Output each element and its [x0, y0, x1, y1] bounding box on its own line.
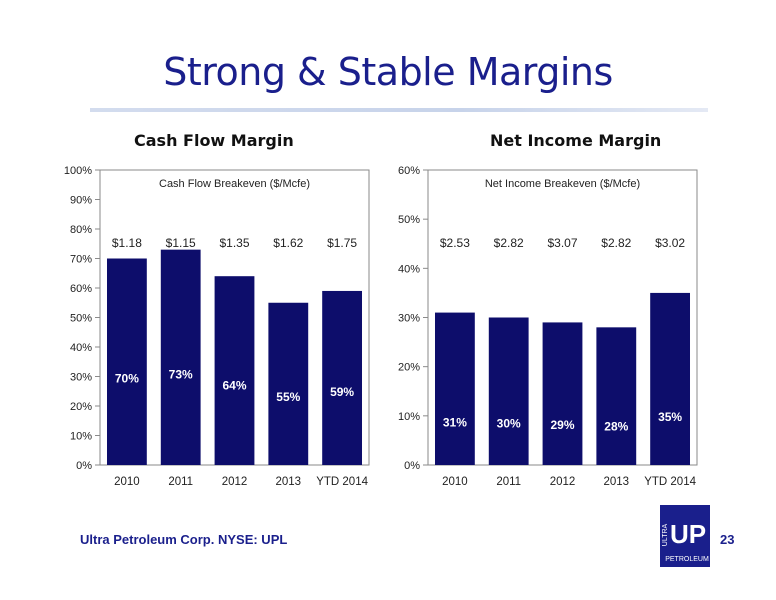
footer-company: Ultra Petroleum Corp. NYSE: UPL	[80, 532, 288, 547]
y-tick-label: 40%	[70, 342, 92, 354]
logo-monogram: UP	[670, 519, 706, 549]
x-tick-label: 2013	[276, 476, 302, 488]
bar-2013	[268, 302, 309, 465]
bar-value-label: 28%	[604, 419, 628, 433]
x-tick-label: 2013	[604, 476, 630, 488]
breakeven-label: $1.35	[219, 236, 249, 250]
breakeven-label: $2.82	[601, 236, 631, 250]
y-tick-label: 100%	[64, 165, 92, 177]
bar-2011	[160, 249, 201, 465]
logo-top-text: ULTRA	[662, 523, 669, 546]
y-tick-label: 10%	[398, 411, 420, 423]
title-divider	[90, 108, 708, 112]
x-tick-label: 2012	[222, 476, 248, 488]
breakeven-label: $2.53	[440, 236, 470, 250]
x-tick-label: 2010	[442, 476, 468, 488]
x-tick-label: 2011	[168, 476, 193, 488]
x-tick-label: YTD 2014	[316, 476, 368, 488]
bar-value-label: 70%	[115, 371, 139, 385]
y-tick-label: 20%	[70, 401, 92, 413]
y-tick-label: 30%	[398, 313, 420, 325]
breakeven-label: $1.15	[166, 236, 196, 250]
y-tick-label: 30%	[70, 372, 92, 384]
y-tick-label: 60%	[398, 165, 420, 177]
bar-2010	[106, 258, 147, 465]
y-tick-label: 80%	[70, 224, 92, 236]
y-tick-label: 0%	[76, 460, 92, 472]
bar-value-label: 30%	[497, 417, 521, 431]
breakeven-title: Cash Flow Breakeven ($/Mcfe)	[159, 178, 310, 190]
x-tick-label: 2010	[114, 476, 140, 488]
y-tick-label: 60%	[70, 283, 92, 295]
y-tick-label: 90%	[70, 195, 92, 207]
breakeven-title: Net Income Breakeven ($/Mcfe)	[485, 178, 640, 190]
y-tick-label: 10%	[70, 431, 92, 443]
bar-2012	[542, 322, 583, 465]
y-tick-label: 50%	[398, 214, 420, 226]
bar-ytd-2014	[322, 290, 363, 465]
bar-value-label: 55%	[276, 390, 300, 404]
bar-value-label: 64%	[222, 379, 246, 393]
y-tick-label: 0%	[404, 460, 420, 472]
bar-2011	[488, 317, 529, 465]
ultra-petroleum-logo: ULTRA UP PETROLEUM	[660, 505, 710, 567]
net-income-chart-title: Net Income Margin	[490, 131, 662, 150]
cash-flow-chart-title: Cash Flow Margin	[134, 131, 294, 150]
y-tick-label: 70%	[70, 254, 92, 266]
bar-value-label: 35%	[658, 410, 682, 424]
breakeven-label: $1.75	[327, 236, 357, 250]
bar-value-label: 73%	[169, 368, 193, 382]
y-tick-label: 20%	[398, 362, 420, 374]
bar-2012	[214, 276, 255, 465]
bar-value-label: 31%	[443, 415, 467, 429]
breakeven-label: $3.07	[547, 236, 577, 250]
slide-title: Strong & Stable Margins	[163, 50, 613, 94]
bar-ytd-2014	[650, 292, 691, 465]
breakeven-label: $1.18	[112, 236, 142, 250]
breakeven-label: $1.62	[273, 236, 303, 250]
bar-2010	[434, 312, 475, 465]
y-tick-label: 50%	[70, 313, 92, 325]
page-number: 23	[720, 532, 735, 547]
x-tick-label: 2011	[496, 476, 521, 488]
y-tick-label: 40%	[398, 263, 420, 275]
logo-bottom-text: PETROLEUM	[665, 556, 709, 563]
bar-value-label: 29%	[550, 418, 574, 432]
x-tick-label: YTD 2014	[644, 476, 696, 488]
breakeven-label: $2.82	[494, 236, 524, 250]
breakeven-label: $3.02	[655, 236, 685, 250]
bar-2013	[596, 327, 637, 465]
x-tick-label: 2012	[550, 476, 576, 488]
bar-value-label: 59%	[330, 385, 354, 399]
